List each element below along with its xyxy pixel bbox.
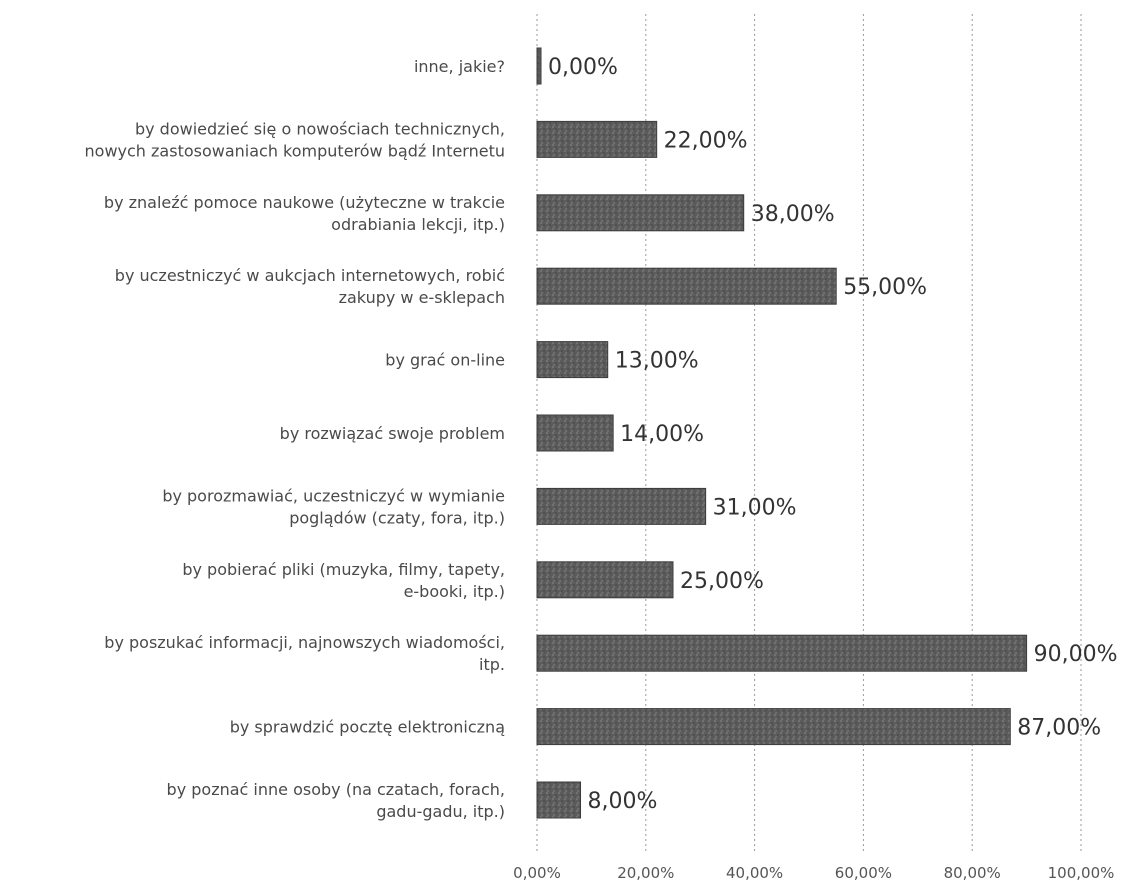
- bar-0: [536, 47, 542, 85]
- bar-4: [536, 341, 609, 379]
- category-label-4: by grać on-line: [385, 351, 505, 370]
- x-tick-label-3: 60,00%: [835, 864, 892, 882]
- x-tick-label-4: 80,00%: [944, 864, 1001, 882]
- value-label-1: 22,00%: [664, 128, 748, 153]
- category-label-8: by poszukać informacji, najnowszych wiad…: [104, 633, 505, 674]
- x-tick-label-5: 100,00%: [1048, 864, 1115, 882]
- value-labels: 0,00% 22,00% 38,00% 55,00% 13,00% 14,00% 31,00…: [548, 55, 1117, 814]
- bars: [536, 47, 1028, 819]
- bar-7: [536, 561, 674, 599]
- x-tick-label-0: 0,00%: [513, 864, 561, 882]
- category-label-5: by rozwiązać swoje problem: [280, 424, 505, 443]
- bar-3: [536, 267, 837, 305]
- x-tick-label-2: 40,00%: [726, 864, 783, 882]
- bar-10: [536, 781, 582, 819]
- value-label-9: 87,00%: [1017, 716, 1101, 741]
- category-label-7: by pobierać pliki (muzyka, filmy, tapety…: [182, 560, 505, 601]
- value-label-6: 31,00%: [713, 495, 797, 520]
- bar-8: [536, 634, 1028, 672]
- value-label-4: 13,00%: [615, 349, 699, 374]
- x-tick-label-1: 20,00%: [617, 864, 674, 882]
- category-label-1: by dowiedzieć się o nowościach techniczn…: [85, 119, 505, 160]
- category-label-6: by porozmawiać, uczestniczyć w wymianie p…: [162, 486, 505, 527]
- bar-6: [536, 487, 707, 525]
- category-label-3: by uczestniczyć w aukcjach internetowych…: [115, 266, 505, 307]
- value-label-8: 90,00%: [1034, 642, 1118, 667]
- category-label-9: by sprawdzić pocztę elektroniczną: [230, 718, 505, 737]
- value-label-10: 8,00%: [588, 789, 658, 814]
- value-label-3: 55,00%: [843, 275, 927, 300]
- category-label-0: inne, jakie?: [414, 57, 505, 76]
- category-labels: inne, jakie? by dowiedzieć się o nowościa…: [85, 57, 505, 821]
- bar-9: [536, 708, 1011, 746]
- x-axis-tick-labels: 0,00% 20,00% 40,00% 60,00% 80,00% 100,00%: [513, 864, 1114, 882]
- value-label-7: 25,00%: [680, 569, 764, 594]
- value-label-5: 14,00%: [620, 422, 704, 447]
- bar-2: [536, 194, 745, 232]
- category-label-2: by znaleźć pomoce naukowe (użyteczne w t…: [104, 193, 505, 234]
- bar-1: [536, 120, 658, 158]
- bar-5: [536, 414, 614, 452]
- category-label-10: by poznać inne osoby (na czatach, forach…: [167, 780, 505, 821]
- value-label-2: 38,00%: [751, 202, 835, 227]
- value-label-0: 0,00%: [548, 55, 618, 80]
